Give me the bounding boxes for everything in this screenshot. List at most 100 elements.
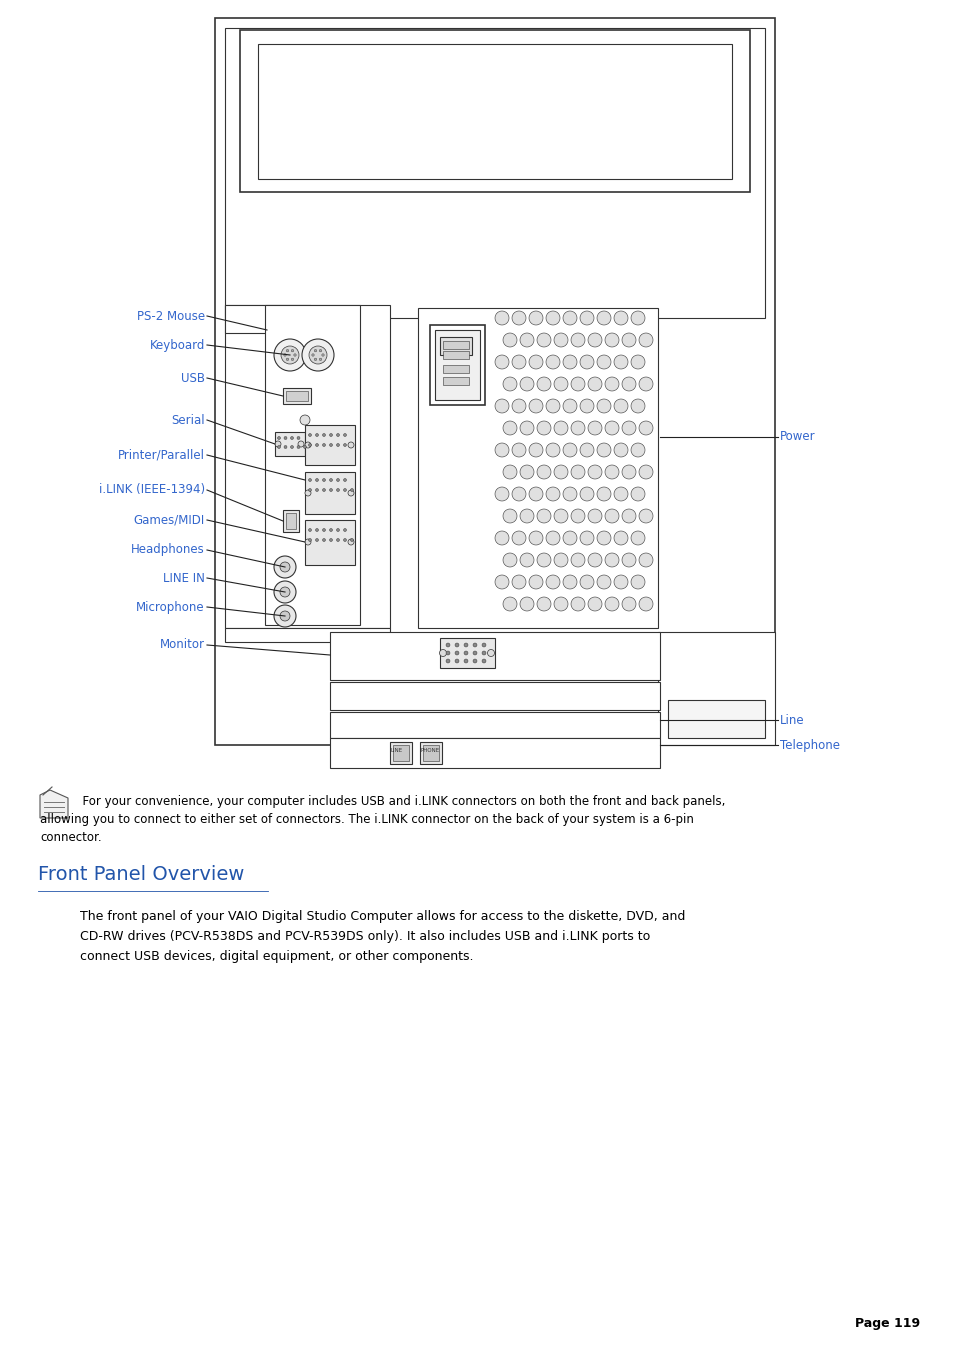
Circle shape: [604, 597, 618, 611]
Circle shape: [604, 509, 618, 523]
Text: connector.: connector.: [40, 831, 102, 844]
Circle shape: [495, 443, 509, 457]
Text: The front panel of your VAIO Digital Studio Computer allows for access to the di: The front panel of your VAIO Digital Stu…: [80, 911, 684, 923]
Circle shape: [495, 486, 509, 501]
Bar: [330, 682, 659, 711]
Circle shape: [294, 354, 295, 357]
Circle shape: [309, 346, 327, 363]
Circle shape: [571, 553, 584, 567]
Bar: [417, 308, 658, 628]
Circle shape: [329, 539, 333, 542]
Circle shape: [529, 399, 542, 413]
Circle shape: [614, 311, 627, 326]
Text: For your convenience, your computer includes USB and i.LINK connectors on both t: For your convenience, your computer incl…: [75, 794, 724, 808]
Circle shape: [336, 528, 339, 531]
Circle shape: [463, 659, 468, 663]
Circle shape: [621, 509, 636, 523]
Circle shape: [597, 486, 610, 501]
Text: PHONE: PHONE: [420, 748, 439, 753]
Circle shape: [322, 528, 325, 531]
Circle shape: [455, 643, 458, 647]
Circle shape: [604, 332, 618, 347]
Bar: [442, 365, 469, 373]
Circle shape: [630, 311, 644, 326]
Circle shape: [473, 643, 476, 647]
Circle shape: [305, 442, 311, 449]
Circle shape: [519, 465, 534, 480]
Circle shape: [512, 443, 525, 457]
Circle shape: [281, 346, 298, 363]
Circle shape: [297, 440, 304, 447]
Circle shape: [579, 443, 594, 457]
Text: PS-2 Mouse: PS-2 Mouse: [136, 309, 205, 323]
Circle shape: [639, 509, 652, 523]
Bar: [283, 509, 298, 532]
Circle shape: [336, 539, 339, 542]
Circle shape: [291, 436, 294, 439]
Circle shape: [336, 478, 339, 481]
Circle shape: [537, 465, 551, 480]
Circle shape: [639, 377, 652, 390]
Circle shape: [519, 377, 534, 390]
Circle shape: [562, 399, 577, 413]
Bar: [257, 45, 731, 178]
Circle shape: [529, 486, 542, 501]
Circle shape: [554, 377, 567, 390]
Circle shape: [343, 434, 346, 436]
Circle shape: [537, 332, 551, 347]
Circle shape: [321, 354, 324, 357]
Bar: [305, 426, 355, 465]
Circle shape: [308, 489, 312, 492]
Text: allowing you to connect to either set of connectors. The i.LINK connector on the: allowing you to connect to either set of…: [40, 813, 693, 825]
Circle shape: [519, 553, 534, 567]
Circle shape: [614, 576, 627, 589]
Circle shape: [529, 576, 542, 589]
Circle shape: [322, 489, 325, 492]
Bar: [305, 520, 355, 565]
Circle shape: [512, 486, 525, 501]
Circle shape: [639, 597, 652, 611]
Circle shape: [604, 422, 618, 435]
Circle shape: [455, 659, 458, 663]
Bar: [442, 340, 469, 349]
Bar: [658, 632, 774, 744]
Circle shape: [537, 377, 551, 390]
Circle shape: [571, 422, 584, 435]
Circle shape: [545, 531, 559, 544]
Circle shape: [579, 531, 594, 544]
Circle shape: [587, 597, 601, 611]
Circle shape: [336, 489, 339, 492]
Circle shape: [277, 446, 280, 449]
Bar: [330, 712, 659, 738]
Text: Monitor: Monitor: [160, 639, 205, 651]
Circle shape: [519, 509, 534, 523]
Circle shape: [554, 465, 567, 480]
Circle shape: [322, 539, 325, 542]
Circle shape: [284, 446, 287, 449]
Circle shape: [571, 332, 584, 347]
Circle shape: [329, 478, 333, 481]
Circle shape: [446, 659, 450, 663]
Circle shape: [579, 355, 594, 369]
Text: connect USB devices, digital equipment, or other components.: connect USB devices, digital equipment, …: [80, 950, 473, 963]
Circle shape: [614, 443, 627, 457]
Circle shape: [473, 659, 476, 663]
Circle shape: [571, 597, 584, 611]
Circle shape: [286, 350, 289, 351]
Polygon shape: [40, 790, 68, 817]
Circle shape: [630, 486, 644, 501]
Circle shape: [621, 422, 636, 435]
Circle shape: [315, 443, 318, 446]
Bar: [439, 638, 495, 667]
Circle shape: [343, 478, 346, 481]
Circle shape: [296, 436, 299, 439]
Circle shape: [502, 332, 517, 347]
Circle shape: [502, 553, 517, 567]
Circle shape: [597, 576, 610, 589]
Text: Line: Line: [780, 713, 803, 727]
Circle shape: [343, 539, 346, 542]
Circle shape: [283, 354, 286, 357]
Circle shape: [455, 651, 458, 655]
Text: LINE: LINE: [391, 748, 403, 753]
Circle shape: [587, 332, 601, 347]
